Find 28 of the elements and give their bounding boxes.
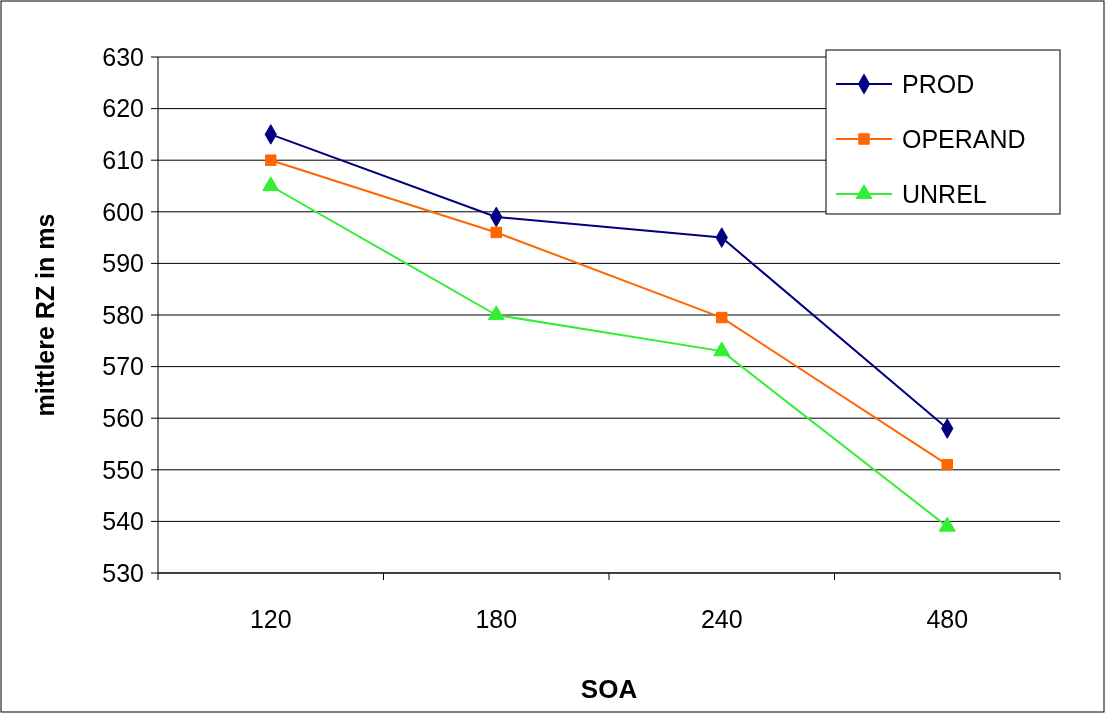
y-axis-title: mittlere RZ in ms <box>31 213 59 417</box>
y-tick-label: 630 <box>102 42 144 71</box>
y-tick-label: 580 <box>102 300 144 329</box>
legend-label: PROD <box>902 69 975 98</box>
x-tick-label: 180 <box>475 605 518 633</box>
y-tick-label: 530 <box>102 558 144 587</box>
point <box>938 516 956 532</box>
x-tick-label: 240 <box>700 605 743 633</box>
legend-label: UNREL <box>902 179 987 208</box>
point <box>487 305 505 321</box>
x-axis-title: SOA <box>580 674 638 704</box>
y-tick-label: 600 <box>102 197 144 226</box>
y-tick-label: 610 <box>102 145 144 174</box>
y-tick-label: 550 <box>102 455 144 484</box>
point <box>941 458 953 471</box>
x-tick-label: 480 <box>926 605 969 633</box>
point <box>265 154 277 166</box>
y-tick-label: 560 <box>102 403 144 432</box>
point <box>713 341 731 357</box>
y-tick-label: 590 <box>102 249 144 278</box>
point <box>262 176 280 192</box>
legend-label: OPERAND <box>902 124 1026 153</box>
x-tick-label: 120 <box>249 605 292 633</box>
y-tick-label: 570 <box>102 352 144 381</box>
y-tick-label: 620 <box>102 94 144 123</box>
y-tick-label: 540 <box>102 507 144 536</box>
point <box>490 226 502 239</box>
point <box>716 311 728 324</box>
